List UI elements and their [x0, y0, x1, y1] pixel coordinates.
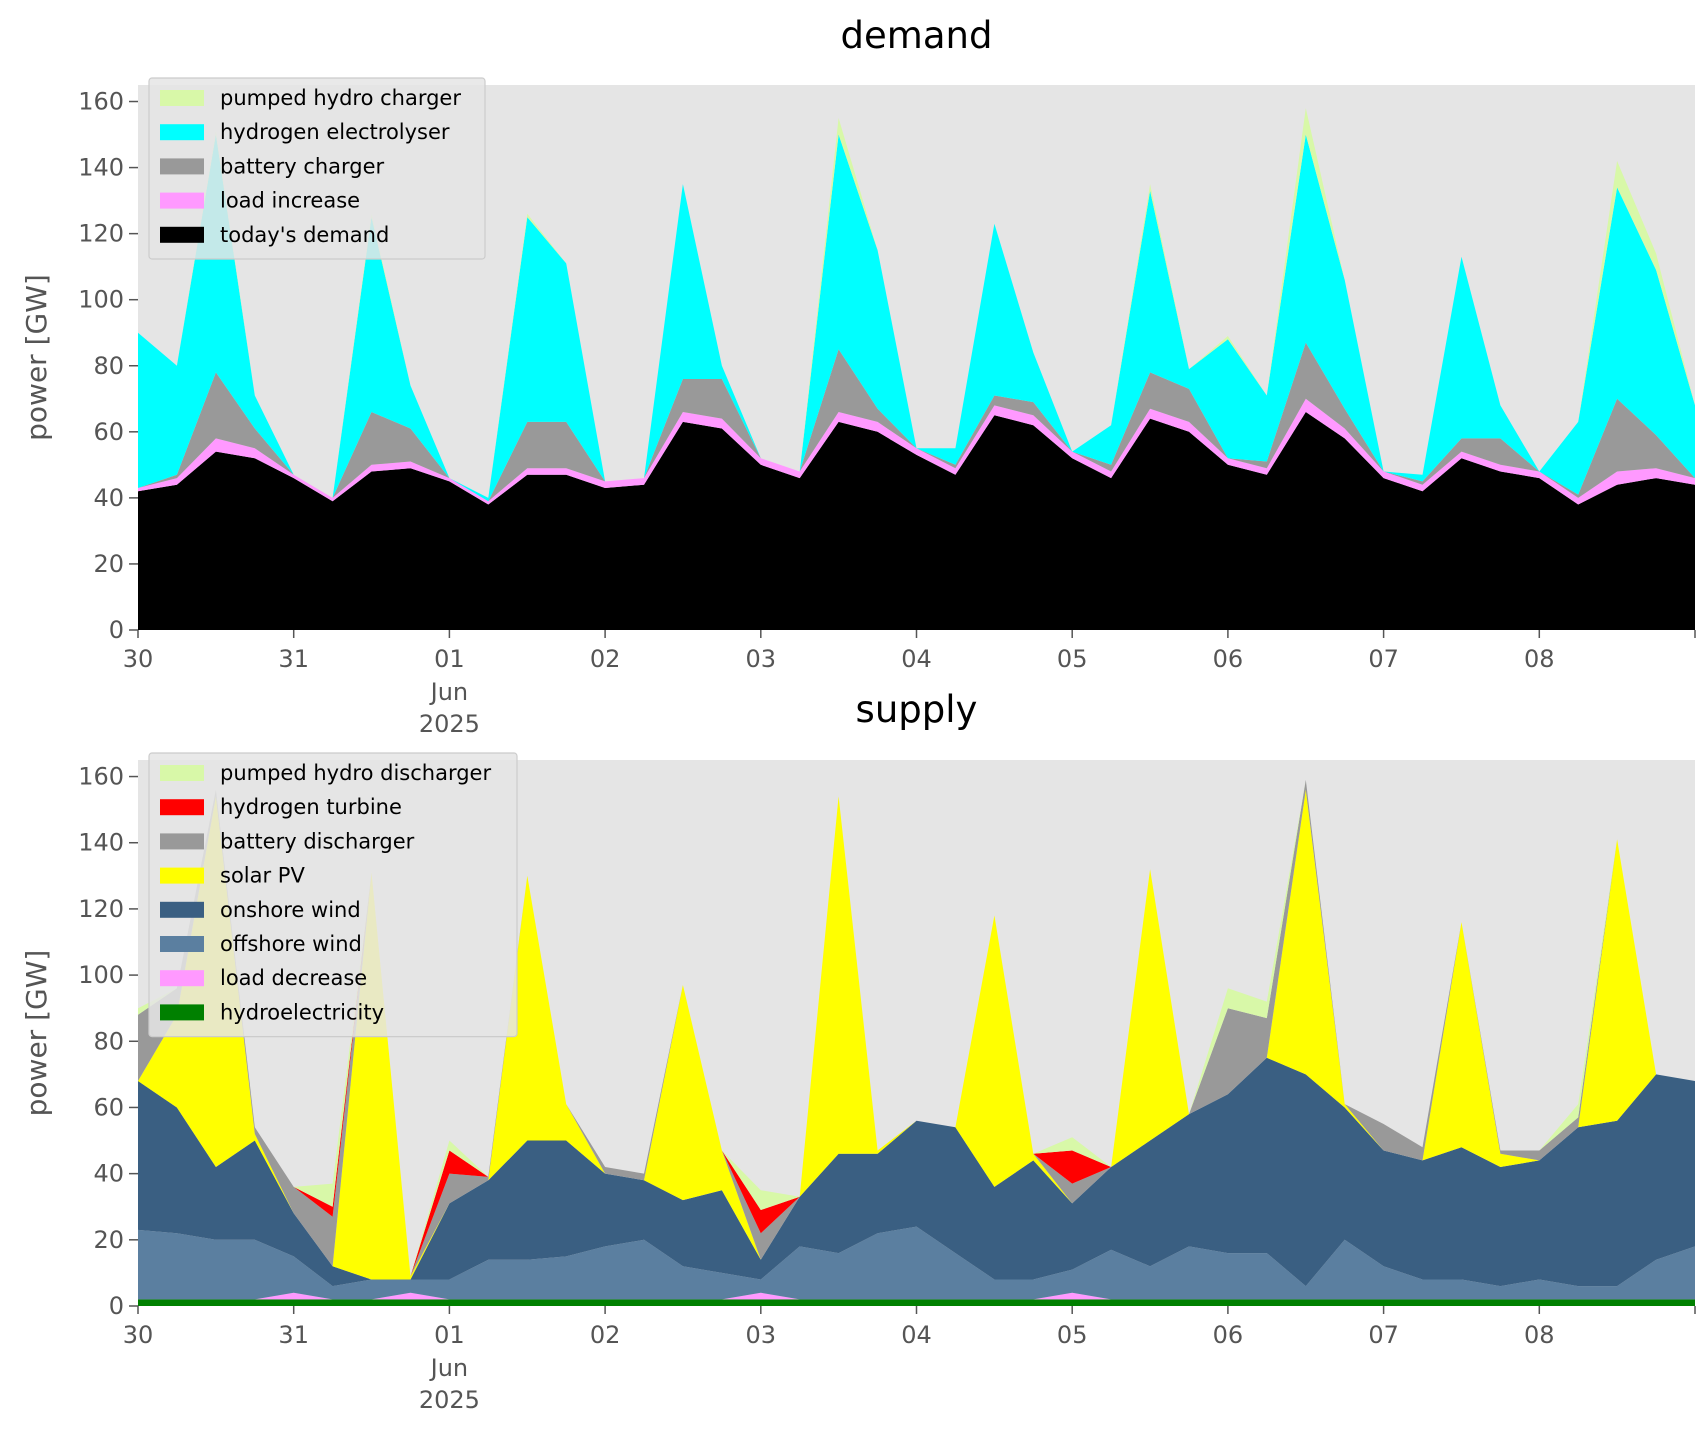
x-tick-label: 08: [1524, 1321, 1555, 1349]
chart-panel-demand: 0 20 40 60 80 100 120 140 160 30 31 01 02 03 04 05 06 07 0…: [20, 14, 1696, 738]
y-tick-label: 160: [78, 763, 124, 791]
x-tick-label: 01: [434, 1321, 465, 1349]
y-tick-label: 40: [93, 1160, 124, 1188]
legend-swatch: [160, 90, 204, 106]
y-tick-label: 40: [93, 484, 124, 512]
legend-swatch: [160, 936, 204, 952]
y-tick-label: 80: [93, 1027, 124, 1055]
legend-swatch: [160, 124, 204, 141]
legend-entry-label: battery charger: [220, 154, 385, 178]
legend-entry-label: offshore wind: [220, 932, 362, 956]
legend-swatch: [160, 1004, 204, 1021]
y-tick-label: 120: [78, 220, 124, 248]
x-tick-label: 04: [901, 645, 932, 673]
area-series-solar-pv: [138, 789, 1695, 1280]
legend-swatch: [160, 158, 204, 175]
chart-panel-supply: 0 20 40 60 80 100 120 140 160 30 31 01 02 03 04 05 06 07 0…: [20, 688, 1696, 1414]
legend-swatch: [160, 799, 204, 816]
area-series-hydroelectricity: [138, 1299, 1695, 1306]
area-series-battery-charger: [138, 342, 1695, 502]
x-tick-label: 04: [901, 1321, 932, 1349]
x-tick-label: 06: [1213, 645, 1244, 673]
legend-entry-label: hydroelectricity: [220, 1000, 384, 1024]
x-tick-label: 30: [123, 1321, 154, 1349]
x-tick-label: 31: [278, 645, 309, 673]
legend: pumped hydro discharger hydrogen turbine b…: [148, 752, 518, 1038]
y-tick-label: 80: [93, 352, 124, 380]
area-series-load-decrease: [138, 1292, 1695, 1300]
legend-box: [148, 752, 518, 1038]
legend-entry-label: load decrease: [220, 966, 367, 990]
x-year-label: 2025: [419, 710, 480, 738]
x-tick-label: 30: [123, 645, 154, 673]
x-tick-label: 06: [1213, 1321, 1244, 1349]
x-tick-label: 05: [1057, 1321, 1088, 1349]
y-tick-label: 60: [93, 1093, 124, 1121]
legend-swatch: [160, 192, 204, 209]
area-series-offshore-wind: [138, 1226, 1695, 1300]
area-series-onshore-wind: [138, 1057, 1695, 1287]
y-tick-label: 60: [93, 418, 124, 446]
area-series-today-s-demand: [138, 412, 1695, 630]
legend-swatch: [160, 867, 204, 884]
legend-swatch: [160, 833, 204, 850]
area-series-load-increase: [138, 398, 1695, 505]
x-tick-label: 01: [434, 645, 465, 673]
x-tick-label: 02: [590, 1321, 621, 1349]
legend-entry-label: pumped hydro discharger: [220, 761, 491, 785]
legend-entry-label: onshore wind: [220, 898, 361, 922]
x-tick-label: 08: [1524, 645, 1555, 673]
y-tick-label: 100: [78, 961, 124, 989]
y-tick-label: 0: [109, 616, 124, 644]
legend-swatch: [160, 765, 204, 781]
legend-box: [148, 77, 486, 260]
y-tick-label: 100: [78, 286, 124, 314]
legend-entry-label: load increase: [220, 189, 360, 213]
legend-entry-label: today's demand: [220, 223, 389, 247]
y-tick-label: 20: [93, 1226, 124, 1254]
x-month-label: Jun: [429, 678, 469, 706]
y-axis-label: power [GW]: [20, 950, 53, 1117]
x-tick-label: 31: [278, 1321, 309, 1349]
y-axis-label: power [GW]: [20, 274, 53, 441]
legend-entry-label: hydrogen electrolyser: [220, 120, 450, 144]
x-tick-label: 02: [590, 645, 621, 673]
x-month-label: Jun: [429, 1354, 469, 1382]
legend-entry-label: solar PV: [220, 864, 305, 888]
x-year-label: 2025: [419, 1386, 480, 1414]
x-tick-label: 07: [1368, 1321, 1399, 1349]
y-tick-label: 160: [78, 88, 124, 116]
chart-title: demand: [841, 14, 993, 57]
y-tick-label: 20: [93, 550, 124, 578]
legend: pumped hydro charger hydrogen electrolyse…: [148, 77, 486, 260]
legend-swatch: [160, 970, 204, 987]
legend-entry-label: hydrogen turbine: [220, 795, 402, 819]
x-tick-label: 07: [1368, 645, 1399, 673]
legend-entry-label: battery discharger: [220, 829, 415, 853]
y-tick-label: 120: [78, 895, 124, 923]
x-tick-label: 03: [746, 1321, 777, 1349]
legend-entry-label: pumped hydro charger: [220, 86, 461, 110]
area-series-hydrogen-electrolyser: [138, 134, 1695, 502]
legend-swatch: [160, 226, 204, 243]
y-tick-label: 140: [78, 154, 124, 182]
x-tick-label: 05: [1057, 645, 1088, 673]
legend-swatch: [160, 901, 204, 918]
y-tick-label: 0: [109, 1292, 124, 1320]
chart-title: supply: [856, 688, 978, 731]
y-tick-label: 140: [78, 829, 124, 857]
x-tick-label: 03: [746, 645, 777, 673]
